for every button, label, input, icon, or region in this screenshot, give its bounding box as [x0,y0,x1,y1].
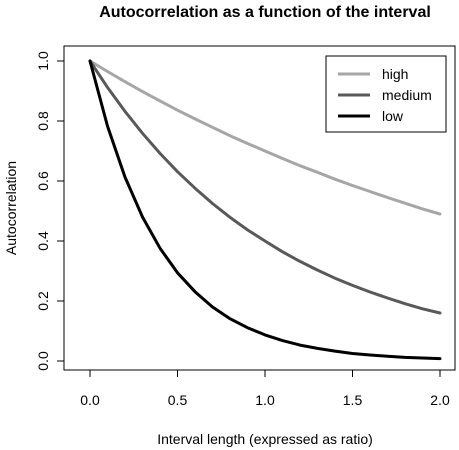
y-tick-label: 0.2 [35,291,51,311]
x-tick-label: 1.0 [255,392,275,408]
x-axis: 0.0 0.5 1.0 1.5 2.0 [80,369,450,408]
x-tick-label: 0.5 [168,392,188,408]
x-axis-label: Interval length (expressed as ratio) [157,431,373,447]
chart-title: Autocorrelation as a function of the int… [99,4,431,21]
legend-label-low: low [382,108,404,124]
series-line-high [88,59,442,216]
legend-label-medium: medium [382,87,432,103]
legend: high medium low [325,55,447,133]
y-axis: 0.0 0.2 0.4 0.6 0.8 1.0 [35,51,65,371]
legend-label-high: high [382,66,408,82]
x-tick-label: 2.0 [430,392,450,408]
x-tick-label: 1.5 [343,392,363,408]
series-line-medium [88,59,442,315]
y-tick-label: 0.8 [35,111,51,131]
y-tick-label: 0.4 [35,231,51,251]
series-layer [88,59,442,361]
x-tick-label: 0.0 [80,392,100,408]
y-tick-label: 1.0 [35,51,51,71]
y-axis-label: Autocorrelation [3,161,19,255]
y-tick-label: 0.0 [35,351,51,371]
y-tick-label: 0.6 [35,171,51,191]
series-line-low [88,59,442,361]
